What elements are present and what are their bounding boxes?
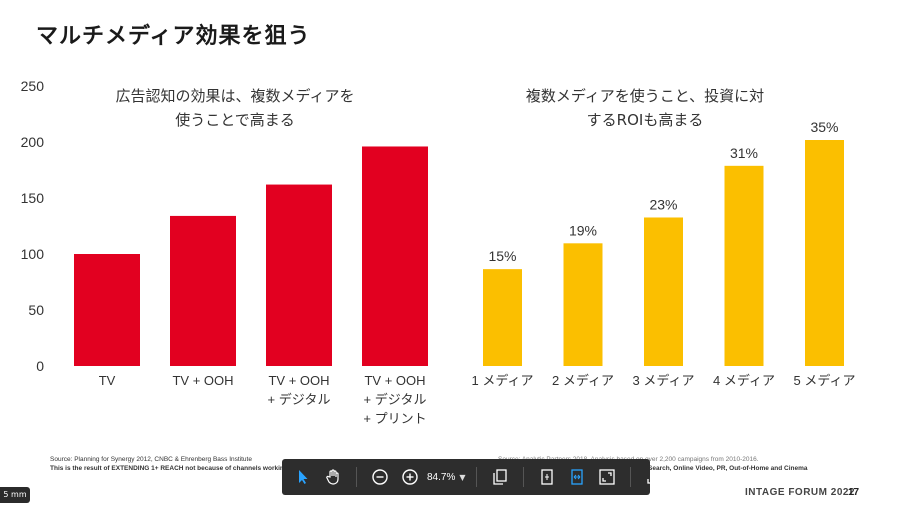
source-left-line-1: Source: Planning for Synergy 2012, CNBC … (50, 456, 252, 463)
toolbar-divider (475, 467, 477, 487)
y-tick-label: 200 (21, 134, 45, 150)
pointer-icon[interactable] (290, 464, 316, 490)
footer-brand: INTAGE FORUM 2022 (745, 487, 855, 498)
copy-icon[interactable] (487, 464, 513, 490)
y-tick-label: 100 (21, 246, 45, 262)
bar-left-1 (170, 215, 236, 366)
source-left-line-2: This is the result of EXTENDING 1+ REACH… (50, 465, 288, 472)
right-subtitle-line-1: 複数メディアを使うこと、投資に対 (525, 87, 765, 105)
slide-title: マルチメディア効果を狙う (36, 24, 311, 49)
x-tick-label: + デジタル (364, 392, 427, 407)
toolbar-divider (629, 467, 631, 487)
value-label: 23% (649, 196, 677, 212)
x-tick-label: TV + OOH (172, 373, 233, 388)
toolbar-divider (522, 467, 524, 487)
zoom-in-icon[interactable] (397, 464, 423, 490)
y-tick-label: 250 (21, 78, 45, 94)
page-number: 17 (848, 487, 860, 498)
left-subtitle-line-1: 広告認知の効果は、複数メディアを (115, 87, 355, 105)
y-tick-label: 150 (21, 190, 45, 206)
left-y-axis: 0 50 100 150 200 250 (21, 78, 45, 374)
toolbar-divider (356, 467, 357, 487)
bar-right-2 (644, 217, 683, 366)
hand-icon[interactable] (320, 464, 346, 490)
y-tick-label: 0 (36, 358, 44, 374)
left-bar-series (74, 146, 428, 366)
zoom-dropdown-icon[interactable]: ▼ (459, 472, 466, 482)
source-left: Source: Planning for Synergy 2012, CNBC … (50, 455, 290, 473)
right-x-axis-labels: 1 メディア 2 メディア 3 メディア 4 メディア 5 メディア (472, 373, 856, 388)
x-tick-label: 1 メディア (472, 373, 534, 388)
measurement-label: 5 mm (0, 487, 30, 503)
x-tick-label: TV + OOH (268, 373, 329, 388)
x-tick-label: 4 メディア (713, 373, 775, 388)
right-value-labels: 15% 19% 23% 31% 35% (488, 119, 838, 264)
fit-page-icon[interactable] (534, 464, 560, 490)
fit-width-icon[interactable] (564, 464, 590, 490)
upload-icon[interactable] (641, 464, 667, 490)
right-bar-series (483, 140, 844, 366)
x-tick-label: TV (99, 373, 116, 388)
left-chart-subtitle: 広告認知の効果は、複数メディアを 使うことで高まる (85, 84, 385, 132)
x-tick-label: + プリント (363, 411, 426, 426)
bar-right-4 (805, 140, 844, 366)
x-tick-label: 5 メディア (794, 373, 856, 388)
zoom-out-icon[interactable] (367, 464, 393, 490)
source-right-line-2: Search, Online Video, PR, Out-of-Home an… (648, 465, 808, 472)
value-label: 15% (488, 248, 516, 264)
bar-right-0 (483, 269, 522, 366)
bar-right-3 (724, 165, 764, 366)
left-x-axis-labels: TV TV + OOH TV + OOH + デジタル TV + OOH + デジタル + … (99, 373, 427, 426)
value-label: 19% (569, 222, 597, 238)
bar-right-1 (563, 243, 603, 366)
x-tick-label: 2 メディア (552, 373, 614, 388)
fullscreen-icon[interactable] (594, 464, 620, 490)
zoom-level[interactable]: 84.7% (427, 471, 456, 483)
viewer-toolbar: 84.7% ▼ (282, 459, 661, 495)
right-chart-subtitle: 複数メディアを使うこと、投資に対 するROIも高まる (495, 84, 795, 132)
right-subtitle-line-2: するROIも高まる (586, 111, 704, 129)
left-subtitle-line-2: 使うことで高まる (175, 111, 295, 129)
bar-left-2 (266, 184, 332, 366)
x-tick-label: 3 メディア (633, 373, 695, 388)
y-tick-label: 50 (28, 302, 44, 318)
value-label: 35% (810, 119, 838, 135)
value-label: 31% (730, 145, 758, 161)
bar-left-0 (74, 254, 140, 366)
x-tick-label: + デジタル (268, 392, 331, 407)
x-tick-label: TV + OOH (364, 373, 425, 388)
bar-left-3 (362, 146, 428, 366)
